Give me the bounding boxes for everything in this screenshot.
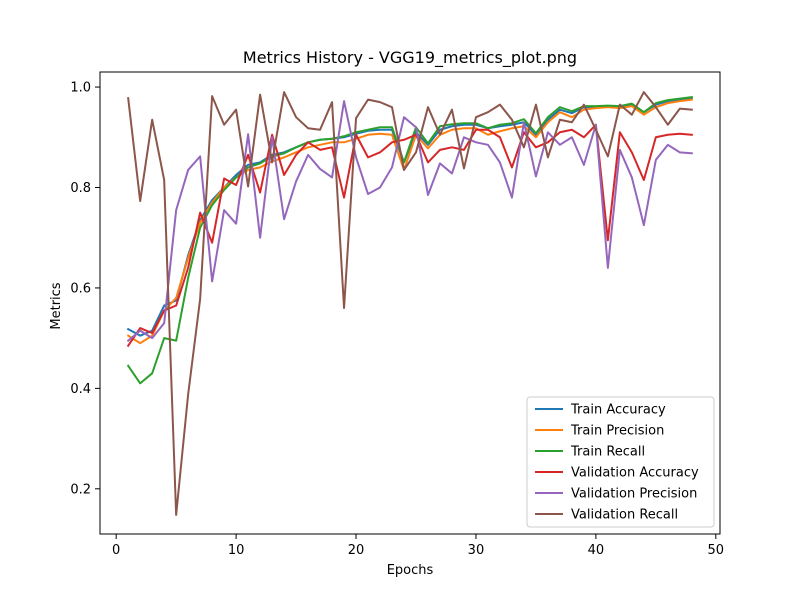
legend-label: Train Accuracy <box>570 403 666 418</box>
legend: Train Accuracy Train Precision Train Recal… <box>526 396 715 528</box>
plot-area <box>126 91 693 516</box>
x-tick-label: 0 <box>112 543 120 558</box>
x-axis-title: Epochs <box>387 563 434 578</box>
y-tick-label: 0.2 <box>70 482 91 497</box>
y-tick-label: 0.8 <box>70 181 91 196</box>
legend-label: Train Precision <box>570 424 664 439</box>
x-tick-label: 40 <box>588 543 605 558</box>
y-tick-label: 0.4 <box>70 382 91 397</box>
plot-frame <box>99 71 721 535</box>
axes: 0 10 20 30 40 50 0.2 0.4 0.6 0.8 1.0 <box>70 71 725 558</box>
chart-title: Metrics History - VGG19_metrics_plot.png <box>243 48 577 68</box>
x-tick-label: 30 <box>468 543 485 558</box>
legend-box <box>526 396 715 528</box>
legend-label: Train Recall <box>570 445 645 460</box>
x-tick-label: 50 <box>708 543 725 558</box>
x-tick-label: 20 <box>348 543 365 558</box>
legend-label: Validation Accuracy <box>571 466 699 481</box>
x-tick-label: 10 <box>228 543 245 558</box>
y-tick-label: 0.6 <box>70 281 91 296</box>
legend-label: Validation Recall <box>571 508 678 523</box>
series-line-validation-precision <box>126 100 693 343</box>
y-tick-label: 1.0 <box>70 81 91 96</box>
series-line-validation-recall <box>127 91 693 516</box>
y-axis-title: Metrics <box>49 282 64 329</box>
legend-label: Validation Precision <box>571 487 697 502</box>
